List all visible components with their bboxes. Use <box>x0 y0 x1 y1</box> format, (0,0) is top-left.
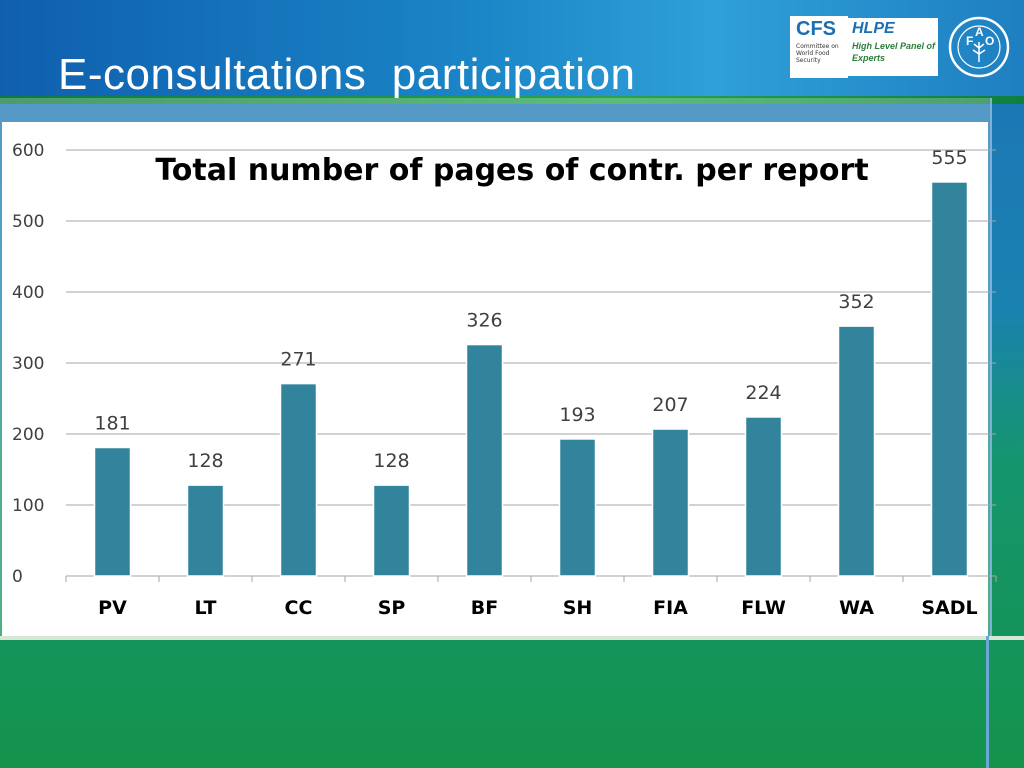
chart-bars <box>93 181 969 577</box>
y-tick-label: 0 <box>12 567 23 587</box>
svg-text:A: A <box>975 25 984 39</box>
data-label-fia: 207 <box>652 394 688 416</box>
x-category-label: SADL <box>921 597 977 619</box>
chart-title: Total number of pages of contr. per repo… <box>155 153 868 188</box>
bar-cc <box>279 382 318 577</box>
data-label-bf: 326 <box>466 310 502 332</box>
bar-sh <box>558 438 597 577</box>
x-axis-labels: PV LT CC SP BF SH FIA FLW WA SADL <box>98 597 977 619</box>
y-tick-label: 400 <box>12 283 44 303</box>
x-category-label: SH <box>563 597 593 619</box>
bar-pv <box>93 446 132 577</box>
x-category-label: WA <box>839 597 874 619</box>
data-label-sp: 128 <box>373 450 409 472</box>
fao-logo-icon: F A O <box>948 16 1010 78</box>
frame-bottom-edge <box>0 636 1024 640</box>
x-axis-ticks <box>65 576 997 582</box>
x-category-label: FIA <box>653 597 688 619</box>
bar-lt <box>186 484 225 577</box>
x-category-label: SP <box>378 597 406 619</box>
bar-sadl <box>930 181 969 577</box>
x-category-label: LT <box>195 597 217 619</box>
header-accent-stripe <box>0 96 1024 104</box>
data-label-flw: 224 <box>745 382 781 404</box>
y-axis-labels: 0 100 200 300 400 500 600 <box>12 141 44 587</box>
cfs-logo: CFS Committee on World Food Security <box>790 16 848 78</box>
y-tick-label: 300 <box>12 354 44 374</box>
svg-text:F: F <box>966 34 973 48</box>
bar-sp <box>372 484 411 577</box>
y-tick-label: 500 <box>12 212 44 232</box>
y-tick-label: 600 <box>12 141 44 161</box>
x-category-label: BF <box>471 597 498 619</box>
data-labels: 181 128 271 128 326 193 207 224 352 555 <box>94 147 967 472</box>
data-label-lt: 128 <box>187 450 223 472</box>
cfs-logo-subtext: Committee on World Food Security <box>796 43 839 64</box>
cfs-logo-text: CFS <box>796 18 836 40</box>
logo-group: CFS Committee on World Food Security HLP… <box>790 16 1024 78</box>
data-label-cc: 271 <box>280 349 316 371</box>
y-tick-label: 200 <box>12 425 44 445</box>
y-tick-label: 100 <box>12 496 44 516</box>
hlpe-logo-subtext: High Level Panel of Experts <box>852 41 936 63</box>
data-label-sadl: 555 <box>931 147 967 169</box>
bar-bf <box>465 343 504 577</box>
bar-chart: 0 100 200 300 400 500 600 181 128 271 128 326 193 20… <box>2 122 997 636</box>
x-category-label: FLW <box>741 597 786 619</box>
x-category-label: PV <box>98 597 127 619</box>
bar-fia <box>651 428 690 577</box>
bar-wa <box>837 325 876 577</box>
svg-text:O: O <box>985 34 994 48</box>
hlpe-logo-text: HLPE <box>852 20 895 37</box>
x-category-label: CC <box>285 597 313 619</box>
bar-flw <box>744 416 783 577</box>
data-label-pv: 181 <box>94 412 130 434</box>
slide-title: E-consultations participation <box>58 50 636 99</box>
frame-side-edge <box>986 636 989 768</box>
data-label-sh: 193 <box>559 404 595 426</box>
data-label-wa: 352 <box>838 291 874 313</box>
hlpe-logo: HLPE High Level Panel of Experts <box>848 18 938 76</box>
